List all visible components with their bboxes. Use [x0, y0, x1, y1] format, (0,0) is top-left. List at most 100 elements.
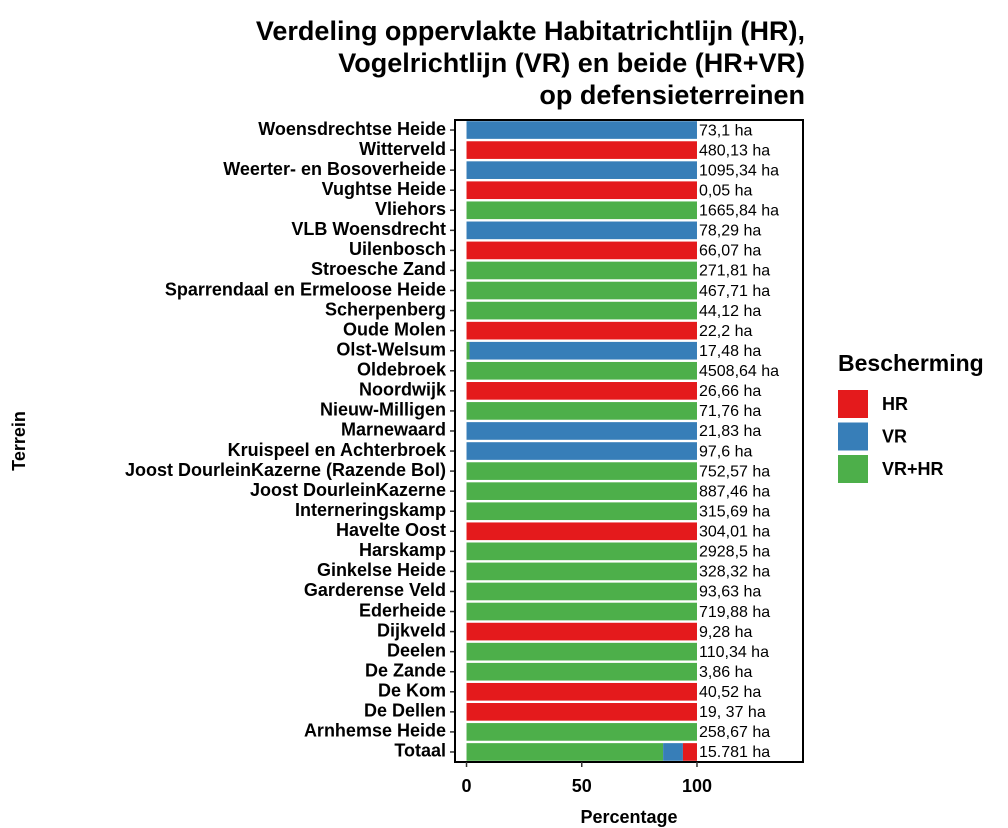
- bar-segment: [466, 662, 697, 681]
- y-tick-label: Witterveld: [359, 139, 446, 159]
- y-tick-label: Nieuw-Milligen: [320, 400, 446, 420]
- y-tick-label: Vughtse Heide: [322, 179, 446, 199]
- legend-key: [838, 390, 868, 418]
- bar-segment: [466, 743, 664, 761]
- bar-label: 304,01 ha: [699, 524, 770, 541]
- y-tick-label: De Zande: [365, 660, 446, 680]
- bar-label: 328,32 ha: [699, 564, 770, 581]
- bar-segment: [466, 141, 697, 159]
- bar-label: 17,48 ha: [699, 343, 761, 360]
- bar-segment: [466, 462, 697, 480]
- bar-label: 73,1 ha: [699, 122, 752, 139]
- y-tick-label: Ederheide: [359, 600, 446, 620]
- y-tick-label: Ginkelse Heide: [317, 560, 446, 580]
- y-tick-label: Scherpenberg: [325, 299, 446, 319]
- y-tick-label: Stroesche Zand: [311, 259, 446, 279]
- bar-segment: [466, 723, 697, 741]
- y-tick-label: De Kom: [378, 681, 446, 701]
- y-tick-label: Olst-Welsum: [336, 339, 446, 359]
- y-tick-label: Deelen: [387, 640, 446, 660]
- bar-label: 752,57 ha: [699, 463, 770, 480]
- x-axis-label: Percentage: [580, 807, 677, 827]
- chart-title: Vogelrichtlijn (VR) en beide (HR+VR): [338, 48, 805, 78]
- bar-segment: [663, 743, 683, 761]
- bar-label: 887,46 ha: [699, 483, 770, 500]
- bar-segment: [466, 602, 697, 621]
- bar-label: 21,83 ha: [699, 423, 761, 440]
- legend-label: VR: [882, 426, 907, 446]
- y-tick-label: Uilenbosch: [349, 239, 446, 259]
- bar-segment: [466, 161, 697, 179]
- y-tick-label: Sparrendaal en Ermeloose Heide: [165, 279, 446, 299]
- y-tick-label: Totaal: [394, 741, 446, 761]
- bar-label: 719,88 ha: [699, 604, 770, 621]
- x-tick-label: 50: [572, 776, 592, 796]
- y-tick-label: Garderense Veld: [304, 580, 446, 600]
- y-tick-label: VLB Woensdrecht: [291, 219, 446, 239]
- y-tick-label: Weerter- en Bosoverheide: [223, 159, 446, 179]
- bar-label: 66,07 ha: [699, 243, 761, 260]
- bar-segment: [466, 642, 697, 661]
- bar-segment: [466, 622, 697, 641]
- y-tick-label: Joost DourleinKazerne (Razende Bol): [125, 460, 446, 480]
- bar-label: 44,12 ha: [699, 303, 761, 320]
- bar-segment: [466, 281, 697, 300]
- x-tick-label: 100: [682, 776, 712, 796]
- y-tick-label: Interneringskamp: [295, 500, 446, 520]
- x-tick-label: 0: [462, 776, 472, 796]
- bar-segment: [466, 181, 697, 200]
- bar-label: 9,28 ha: [699, 624, 752, 641]
- bar-segment: [466, 522, 697, 541]
- bar-label: 4508,64 ha: [699, 363, 779, 380]
- y-tick-label: Arnhemse Heide: [304, 721, 446, 741]
- y-tick-label: Woensdrechtse Heide: [258, 119, 446, 139]
- bar-segment: [466, 201, 697, 220]
- bar-segment: [466, 382, 697, 400]
- y-tick-label: Oude Molen: [343, 319, 446, 339]
- bar-label: 480,13 ha: [699, 142, 770, 159]
- bar-segment: [466, 502, 697, 521]
- y-tick-label: Noordwijk: [359, 380, 447, 400]
- bar-segment: [466, 482, 697, 500]
- chart-title: op defensieterreinen: [539, 80, 805, 110]
- chart-title: Verdeling oppervlakte Habitatrichtlijn (…: [256, 16, 805, 46]
- bar-segment: [466, 703, 697, 721]
- bar-label: 1665,84 ha: [699, 203, 779, 220]
- bar-label: 97,6 ha: [699, 443, 752, 460]
- bar-segment: [466, 121, 697, 139]
- y-tick-label: Kruispeel en Achterbroek: [228, 440, 447, 460]
- bar-label: 78,29 ha: [699, 223, 761, 240]
- y-tick-label: Joost DourleinKazerne: [250, 480, 446, 500]
- bar-segment: [466, 261, 697, 280]
- bar-label: 19, 37 ha: [699, 704, 766, 721]
- y-tick-label: Harskamp: [359, 540, 446, 560]
- bar-label: 0,05 ha: [699, 182, 752, 199]
- legend-label: HR: [882, 394, 908, 414]
- y-tick-label: Dijkveld: [377, 620, 446, 640]
- bar-segment: [466, 221, 697, 240]
- legend-title: Bescherming: [838, 350, 984, 376]
- bar-label: 71,76 ha: [699, 403, 761, 420]
- bar-label: 40,52 ha: [699, 684, 761, 701]
- y-tick-label: Vliehors: [375, 199, 446, 219]
- legend-key: [838, 422, 868, 451]
- bar-segment: [466, 361, 697, 380]
- bar-segment: [466, 301, 697, 320]
- bar-label: 315,69 ha: [699, 503, 770, 520]
- bar-label: 22,2 ha: [699, 323, 752, 340]
- bar-label: 93,63 ha: [699, 584, 761, 601]
- bar-segment: [466, 562, 697, 581]
- plot-frame: [454, 119, 804, 763]
- bar-segment: [466, 341, 470, 360]
- bar-label: 2928,5 ha: [699, 544, 770, 561]
- bar-segment: [466, 241, 697, 260]
- y-tick-label: De Dellen: [364, 701, 446, 721]
- bar-segment: [466, 442, 697, 460]
- bar-label: 3,86 ha: [699, 664, 752, 681]
- y-axis-label: Terrein: [9, 411, 29, 471]
- bar-label: 258,67 ha: [699, 724, 770, 741]
- bar-label: 110,34 ha: [699, 644, 769, 661]
- bar-segment: [466, 422, 697, 440]
- bar-label: 467,71 ha: [699, 283, 770, 300]
